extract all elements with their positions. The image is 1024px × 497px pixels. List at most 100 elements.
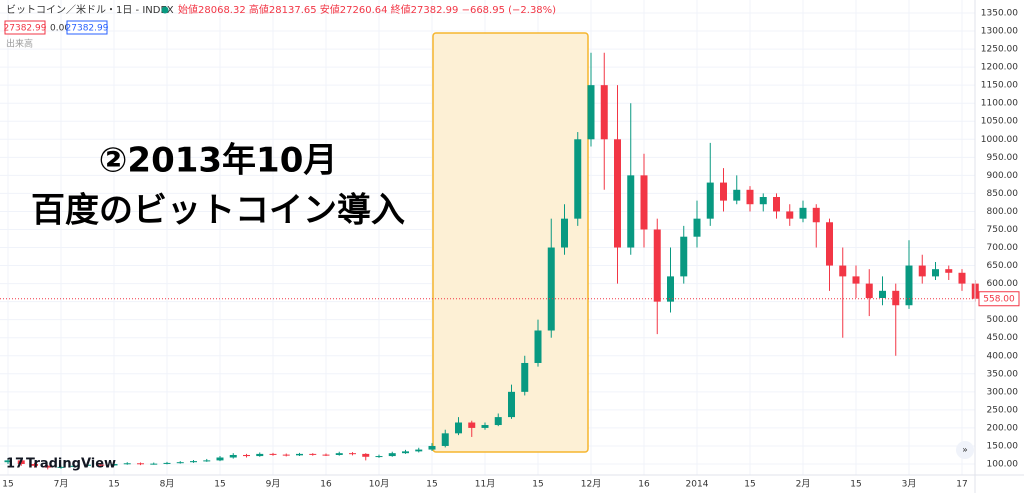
candle-body <box>653 229 661 302</box>
x-tick-label: 15 <box>108 480 119 490</box>
candle-body <box>269 453 277 455</box>
y-tick-label: 350.00 <box>987 369 1019 379</box>
y-tick-label: 200.00 <box>987 423 1019 433</box>
candle-body <box>57 466 65 468</box>
candle-body <box>17 460 25 464</box>
candle-body <box>905 265 913 306</box>
candle-body <box>733 189 741 201</box>
last-price-label: 558.00 <box>983 294 1015 304</box>
candle-body <box>70 465 78 467</box>
x-tick-label: 16 <box>638 480 650 490</box>
candle-body <box>362 453 370 457</box>
symbol: ビットコイン／米ドル・1日 - INDEX <box>6 3 174 16</box>
x-tick-label: 15 <box>2 480 13 490</box>
x-tick-label: 11月 <box>475 479 495 490</box>
candle-body <box>309 453 317 455</box>
candle-body <box>879 290 886 299</box>
candle-body <box>229 454 237 458</box>
candle-body <box>110 464 118 466</box>
y-tick-label: 600.00 <box>987 279 1019 289</box>
y-tick-label: 700.00 <box>987 243 1019 253</box>
candle-body <box>693 218 701 237</box>
candle-body <box>163 462 171 464</box>
candle-body <box>335 453 343 455</box>
box <box>66 20 108 35</box>
candle-body <box>190 461 197 463</box>
candle-body <box>468 422 476 428</box>
logo: TradingView <box>26 457 116 472</box>
candle-body <box>852 276 860 284</box>
candle-body <box>773 197 780 212</box>
candle-body <box>441 433 449 446</box>
x-tick-label: 7月 <box>54 479 69 490</box>
candle-body <box>614 139 621 248</box>
candle-body <box>932 269 939 277</box>
volume-label: 出来高 <box>6 38 33 50</box>
highlight-box <box>432 32 589 453</box>
y-tick-label: 300.00 <box>987 387 1019 397</box>
last-price-box <box>978 291 1020 307</box>
candle-body <box>176 462 184 464</box>
candle-body <box>84 464 91 466</box>
scroll-icon[interactable]: » <box>962 446 968 456</box>
x-tick-label: 17 <box>956 480 967 490</box>
candle-body <box>296 453 303 456</box>
candle-body <box>945 269 953 273</box>
x-tick-label: 9月 <box>266 479 281 490</box>
x-tick-label: 16 <box>320 480 332 490</box>
candle-body <box>402 451 409 454</box>
x-tick-label: 2014 <box>686 480 709 490</box>
ohlc: 始値28068.32 高値28137.65 安値27260.64 終値27382… <box>178 3 556 16</box>
candle-body <box>322 454 330 456</box>
y-tick-label: 1000.00 <box>981 135 1018 145</box>
candle-body <box>587 85 595 140</box>
candle-body <box>349 453 356 455</box>
annotation: 百度のビットコイン導入 <box>31 191 405 231</box>
y-tick-label: 450.00 <box>987 333 1019 343</box>
x-tick-label: 10月 <box>369 479 389 490</box>
box-text: 0.00 <box>50 24 70 34</box>
candle-body <box>508 391 515 418</box>
x-tick-label: 15 <box>744 480 755 490</box>
candle-body <box>388 453 396 457</box>
y-tick-label: 1050.00 <box>981 117 1018 127</box>
y-tick-label: 250.00 <box>987 405 1019 415</box>
logo-mark: 17 <box>6 457 24 472</box>
candle-body <box>415 449 423 452</box>
candle-body <box>812 207 820 223</box>
y-tick-label: 1200.00 <box>981 63 1018 73</box>
candle-body <box>865 283 873 299</box>
candle-body <box>256 453 264 457</box>
candle-body <box>759 197 767 205</box>
candle-body <box>4 460 12 463</box>
candle-body <box>44 465 52 468</box>
y-tick-label: 1250.00 <box>981 45 1018 55</box>
annotation: ②2013年10月 <box>99 141 338 181</box>
candle-body <box>216 457 224 461</box>
candle-body <box>561 218 568 248</box>
candle-body <box>481 425 489 428</box>
candle-body <box>826 222 833 266</box>
y-tick-label: 1350.00 <box>981 9 1018 19</box>
candle-body <box>892 290 900 306</box>
y-tick-label: 400.00 <box>987 351 1019 361</box>
candle-body <box>640 175 648 230</box>
x-tick-label: 15 <box>214 480 225 490</box>
box-text: 27382.99 <box>4 24 47 34</box>
candle-body <box>137 463 144 465</box>
candle-body <box>574 139 582 219</box>
y-tick-label: 1150.00 <box>981 81 1018 91</box>
candle-body <box>455 422 462 434</box>
x-tick-label: 3月 <box>902 479 917 490</box>
y-tick-label: 1100.00 <box>981 99 1018 109</box>
candle-body <box>799 207 807 219</box>
scroll-button[interactable] <box>956 441 974 459</box>
x-tick-label: 15 <box>426 480 437 490</box>
candle-body <box>680 236 688 277</box>
x-tick-label: 15 <box>850 480 861 490</box>
y-tick-label: 1300.00 <box>981 27 1018 37</box>
y-tick-label: 900.00 <box>987 171 1019 181</box>
candle-body <box>786 211 794 219</box>
